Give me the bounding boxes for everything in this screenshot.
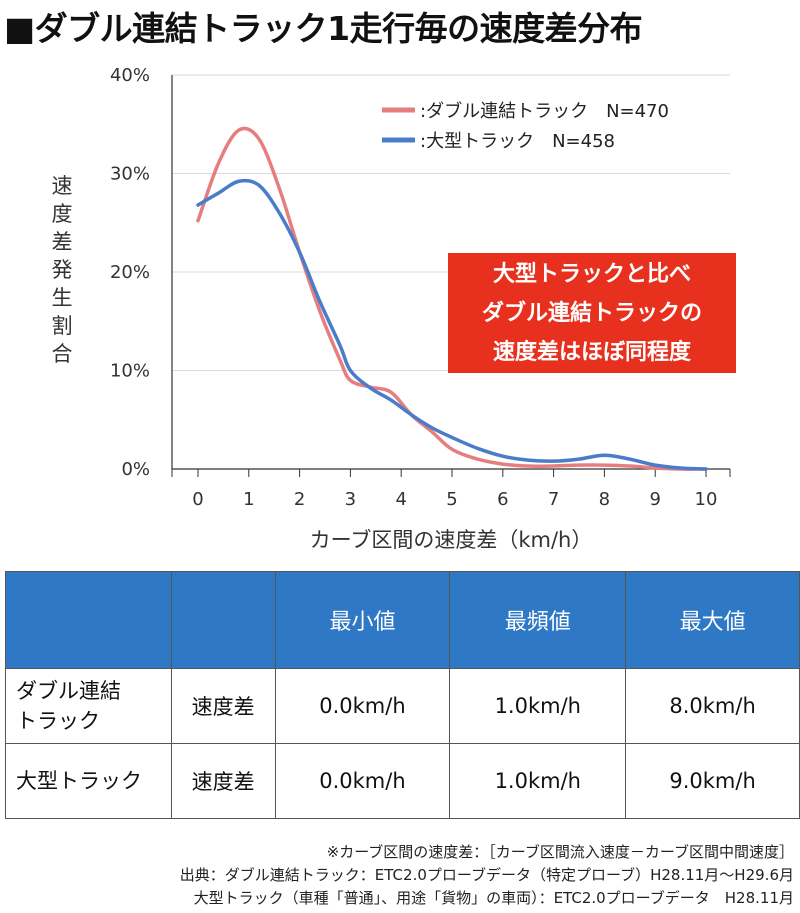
page-title: ■ダブル連結トラック1走行毎の速度差分布: [4, 9, 643, 48]
x-tick-label: 4: [395, 489, 406, 510]
table-row: 大型トラック 速度差 0.0km/h 1.0km/h 9.0km/h: [5, 743, 800, 819]
callout-line-2: ダブル連結トラックの: [481, 301, 702, 326]
header-max: 最大値: [625, 571, 800, 669]
row-min: 0.0km/h: [274, 743, 451, 819]
header-metric: [170, 571, 276, 669]
x-tick-label: 5: [446, 489, 457, 510]
header-min: 最小値: [274, 571, 451, 669]
y-tick-label: 30%: [110, 164, 150, 185]
y-axis-label-char: 割: [52, 314, 73, 338]
speed-difference-table: 最小値 最頻値 最大値 ダブル連結トラック 速度差 0.0km/h 1.0km/…: [5, 571, 800, 819]
chart-tick-labels: 0% 10% 20% 30% 40% 0 1 2 3 4 5 6 7 8 9 10: [110, 65, 717, 510]
header-vehicle: [5, 571, 172, 669]
legend-label: :ダブル連結トラック N=470: [420, 100, 669, 122]
y-axis-label-char: 速: [52, 174, 73, 198]
row-vehicle-line1: ダブル連結: [16, 679, 121, 703]
row-vehicle-line2: トラック: [16, 709, 100, 733]
x-tick-label: 3: [345, 489, 356, 510]
row-max: 8.0km/h: [625, 668, 800, 744]
y-axis-label-char: 差: [52, 230, 73, 254]
row-vehicle-line1: 大型トラック: [16, 769, 142, 793]
chart-series: [196, 126, 708, 471]
y-axis-label-char: 発: [52, 258, 73, 282]
legend-label: :大型トラック N=458: [420, 131, 615, 152]
speed-difference-chart: 0% 10% 20% 30% 40% 0 1 2 3 4 5 6 7 8 9 10 :ダブル連結トラック N=…: [52, 65, 731, 552]
x-tick-label: 6: [497, 489, 508, 510]
footnote-source-double: 出典：ダブル連結トラック：ETC2.0プローブデータ（特定プローブ）H28.11…: [179, 866, 794, 884]
row-vehicle: 大型トラック: [5, 743, 172, 819]
y-axis-label-char: 合: [52, 342, 73, 366]
y-tick-label: 10%: [110, 361, 150, 382]
row-metric: 速度差: [170, 668, 276, 744]
row-min: 0.0km/h: [274, 668, 451, 744]
x-tick-label: 7: [548, 489, 559, 510]
chart-axes: [171, 75, 731, 477]
x-tick-label: 2: [294, 489, 305, 510]
table-row: ダブル連結トラック 速度差 0.0km/h 1.0km/h 8.0km/h: [5, 668, 800, 744]
header-mode: 最頻値: [449, 571, 627, 669]
x-tick-label: 1: [243, 489, 254, 510]
chart-legend: :ダブル連結トラック N=470 :大型トラック N=458: [382, 100, 669, 152]
callout-line-1: 大型トラックと比べ: [492, 262, 691, 287]
row-mode: 1.0km/h: [449, 668, 627, 744]
x-tick-label: 0: [192, 489, 203, 510]
x-axis-label: カーブ区間の速度差（km/h）: [310, 528, 593, 552]
x-tick-label: 8: [599, 489, 610, 510]
footnotes: ※カーブ区間の速度差：［カーブ区間流入速度－カーブ区間中間速度］ 出典：ダブル連…: [180, 841, 794, 910]
row-metric: 速度差: [170, 743, 276, 819]
row-vehicle: ダブル連結 トラック: [5, 668, 172, 744]
series-line-large-truck: [196, 178, 708, 471]
y-tick-label: 20%: [110, 262, 150, 283]
y-tick-label: 40%: [110, 65, 150, 86]
footnote-source-large: 大型トラック（車種「普通」、用途「貨物」の車両）：ETC2.0プローブデータ H…: [193, 889, 794, 907]
y-tick-label: 0%: [121, 459, 150, 480]
comparison-callout: 大型トラックと比べ ダブル連結トラックの 速度差はほぼ同程度: [448, 253, 736, 373]
row-max: 9.0km/h: [625, 743, 800, 819]
callout-line-3: 速度差はほぼ同程度: [492, 340, 691, 365]
table-header-row: 最小値 最頻値 最大値: [5, 571, 800, 669]
x-tick-label: 9: [649, 489, 660, 510]
x-tick-label: 10: [695, 489, 718, 510]
row-mode: 1.0km/h: [449, 743, 627, 819]
y-axis-label-char: 生: [52, 286, 73, 310]
y-axis-label-char: 度: [52, 202, 73, 226]
footnote-definition: ※カーブ区間の速度差：［カーブ区間流入速度－カーブ区間中間速度］: [326, 843, 794, 861]
